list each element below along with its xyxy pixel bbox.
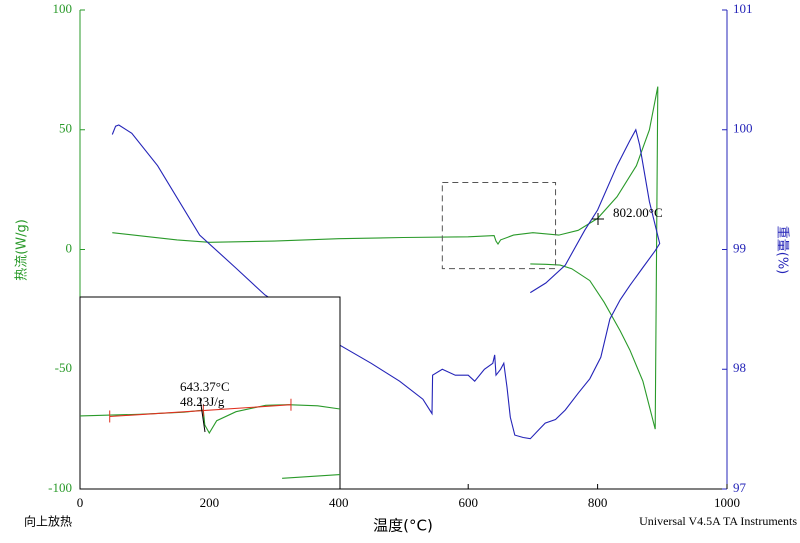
annotation: 643.37°C [180, 379, 230, 394]
y-tick-label: 100 [53, 1, 73, 16]
x-tick-label: 600 [458, 495, 478, 510]
cursor [592, 213, 604, 225]
zoom-box [441, 181, 557, 270]
y2-tick-label: 97 [733, 480, 747, 495]
annotation: 802.00°C [613, 205, 663, 220]
heat-flow-line [282, 474, 341, 479]
y2-tick-label: 101 [733, 1, 753, 16]
y-tick-label: -50 [55, 360, 72, 375]
y2-axis-label: 重量(%) [775, 226, 791, 275]
inset [79, 296, 341, 490]
y2-tick-label: 100 [733, 121, 753, 136]
annotation: 48.23J/g [180, 394, 225, 409]
note: Universal V4.5A TA Instruments [639, 514, 797, 528]
x-tick-label: 800 [588, 495, 608, 510]
note: 向上放热 [24, 514, 72, 529]
y2-tick-label: 99 [733, 240, 746, 255]
x-tick-label: 1000 [714, 495, 740, 510]
y-tick-label: 0 [66, 240, 73, 255]
x-tick-label: 200 [200, 495, 220, 510]
heat-flow-line [112, 86, 659, 430]
leader [199, 397, 206, 433]
x-axis-label: 温度(°C) [373, 517, 433, 535]
y-tick-label: -100 [48, 480, 72, 495]
y2-tick-label: 98 [733, 360, 746, 375]
x-tick-label: 0 [77, 495, 84, 510]
x-tick-label: 400 [329, 495, 349, 510]
y-tick-label: 50 [59, 121, 72, 136]
y-axis-label: 热流(W/g) [15, 219, 30, 281]
